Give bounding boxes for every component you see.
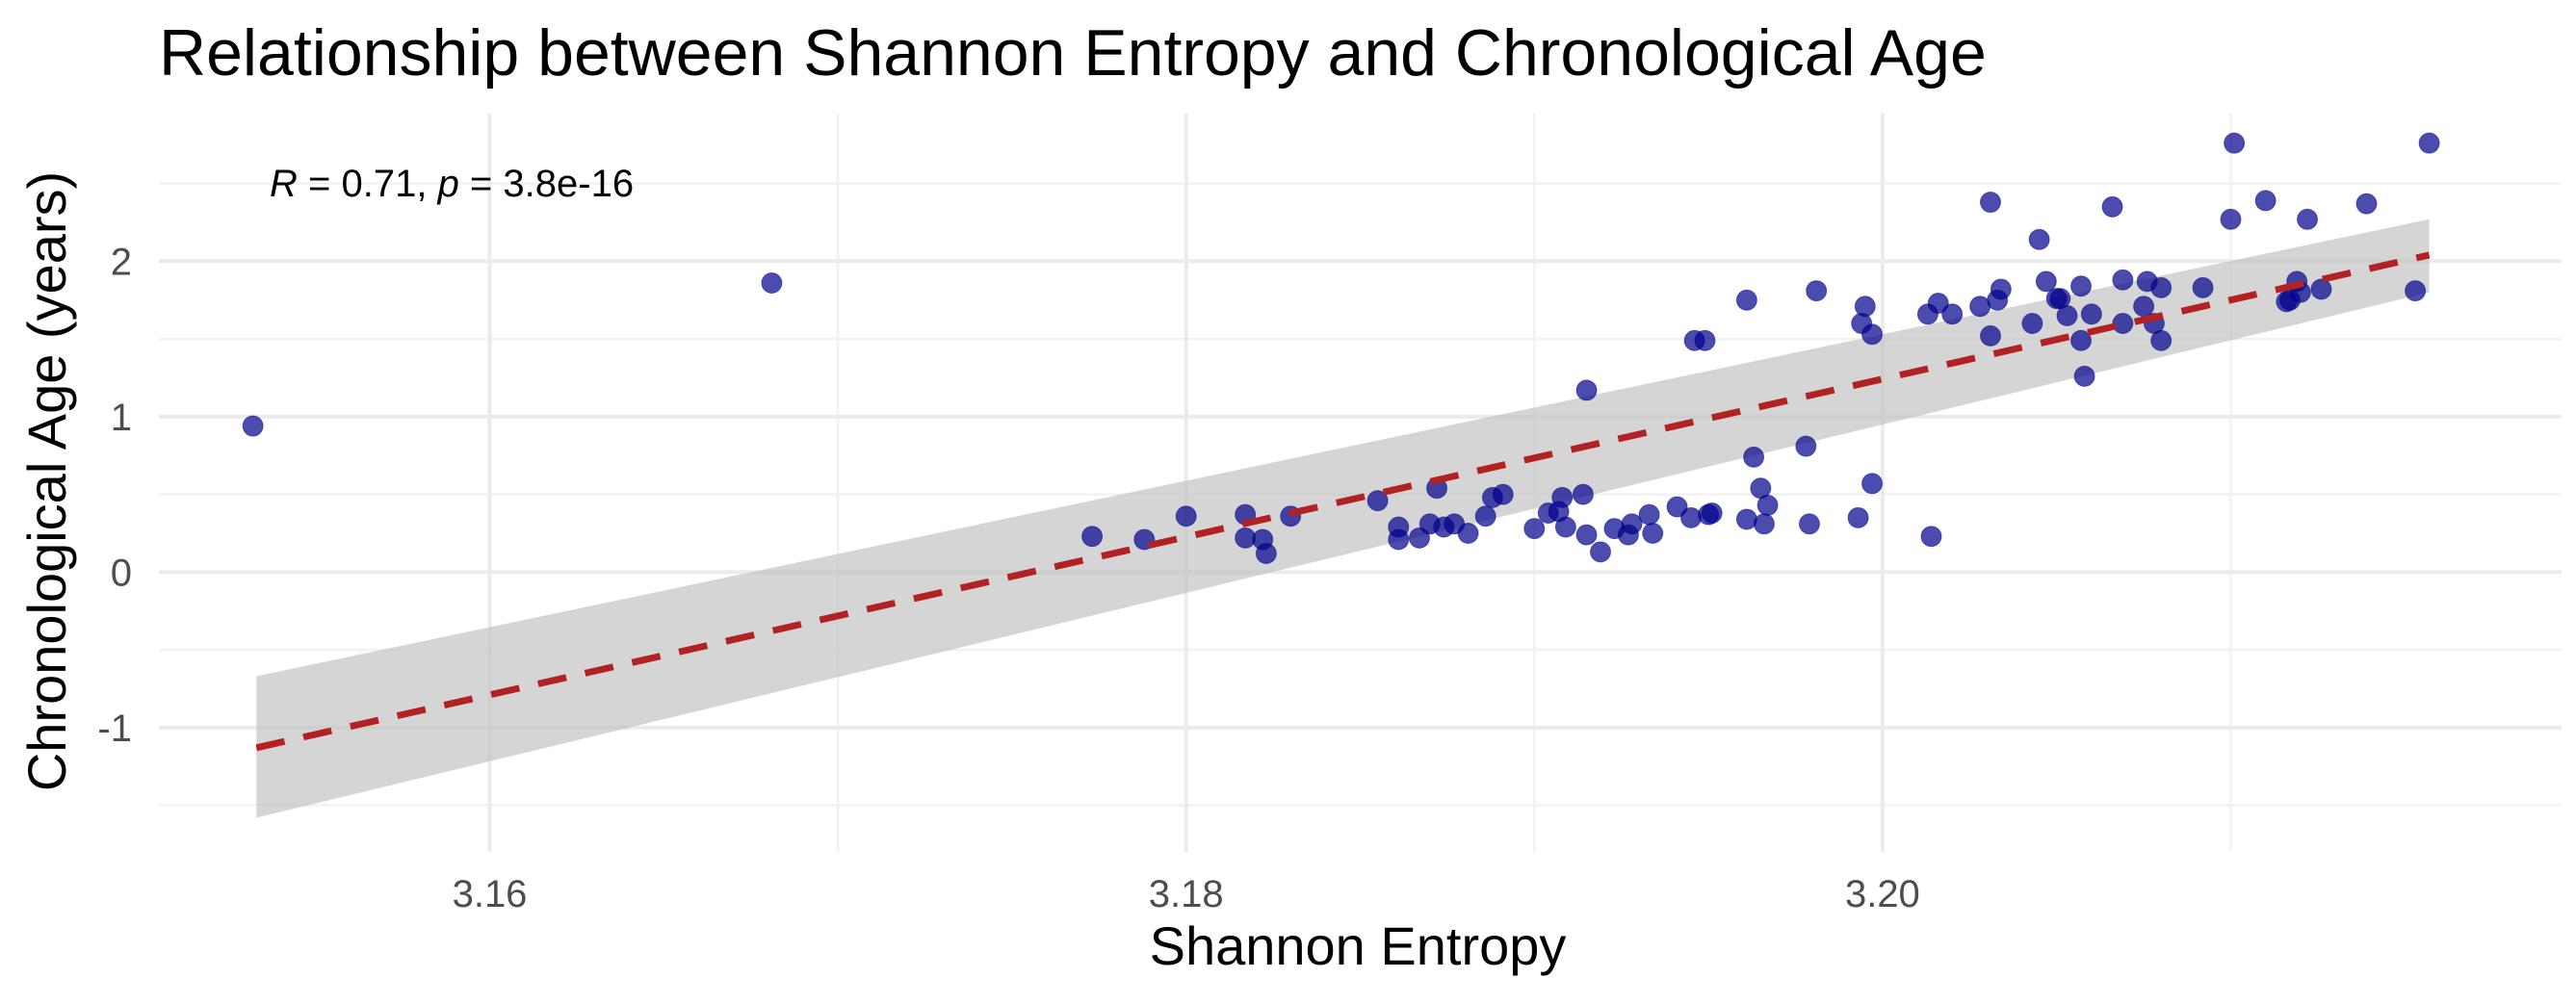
y-tick-label: -1: [97, 708, 132, 750]
data-point: [1990, 278, 2012, 300]
data-point: [2297, 208, 2319, 230]
confidence-band-layer: [256, 219, 2430, 818]
data-point: [1735, 508, 1757, 530]
data-point: [1927, 292, 1949, 314]
data-point: [1575, 379, 1598, 401]
data-point: [2101, 195, 2123, 218]
data-point: [1861, 473, 1884, 495]
data-point: [1621, 513, 1643, 535]
data-point: [1795, 435, 1817, 457]
data-point: [1979, 192, 2001, 214]
data-point: [1590, 541, 1611, 563]
data-point: [1474, 505, 1496, 528]
x-tick-label: 3.16: [453, 873, 528, 915]
tick-labels: 3.16 3.18 3.20 -1 0 1 2: [97, 241, 1919, 915]
data-point: [1798, 513, 1820, 535]
data-point: [1701, 502, 1723, 524]
data-point: [2073, 365, 2095, 387]
p-symbol: p: [437, 163, 459, 205]
trend-line-layer: [255, 251, 2431, 752]
data-point: [1920, 526, 1942, 548]
data-point: [1572, 483, 1594, 505]
r-value: = 0.71,: [298, 163, 438, 205]
r-symbol: R: [270, 163, 298, 205]
data-point: [1081, 526, 1104, 548]
data-point: [1523, 518, 1546, 540]
chart-title: Relationship between Shannon Entropy and…: [159, 16, 1987, 90]
data-point: [1756, 494, 1779, 516]
data-point: [2220, 208, 2242, 230]
y-tick-label: 1: [111, 397, 132, 439]
y-axis-title: Chronological Age (years): [16, 171, 77, 791]
data-point: [2112, 312, 2134, 334]
data-point: [1743, 446, 1765, 468]
data-point: [1735, 289, 1757, 311]
y-tick-label: 0: [111, 552, 132, 594]
regression-line: [255, 251, 2431, 752]
y-tick-label: 2: [111, 241, 132, 283]
data-point: [1554, 516, 1576, 538]
x-tick-label: 3.18: [1149, 873, 1224, 915]
data-point: [1847, 506, 1869, 528]
data-point: [2035, 270, 2057, 293]
data-point: [2405, 280, 2427, 302]
x-axis-title: Shannon Entropy: [1150, 915, 1567, 976]
data-point: [2224, 132, 2246, 154]
data-point: [1806, 280, 1828, 302]
data-point: [2310, 278, 2332, 300]
data-point: [1175, 505, 1197, 528]
data-point: [1366, 490, 1389, 512]
p-value: = 3.8e-16: [459, 163, 634, 205]
points-layer: [242, 132, 2440, 564]
data-point: [1551, 486, 1574, 508]
data-point: [2254, 190, 2277, 212]
data-point: [1388, 528, 1410, 551]
data-point: [1638, 503, 1660, 526]
data-point: [1492, 483, 1514, 505]
data-point: [2150, 276, 2173, 298]
data-point: [1642, 522, 1664, 544]
data-point: [242, 415, 264, 437]
data-point: [1666, 496, 1688, 518]
data-point: [1854, 296, 1876, 318]
data-point: [1680, 506, 1703, 528]
data-point: [2355, 193, 2378, 215]
data-point: [2028, 228, 2050, 250]
data-point: [1753, 513, 1775, 535]
data-point: [1575, 524, 1598, 546]
data-point: [2418, 132, 2440, 154]
x-tick-label: 3.20: [1845, 873, 1920, 915]
data-point: [761, 272, 783, 295]
data-point: [2150, 329, 2173, 351]
data-point: [2021, 312, 2043, 334]
data-point: [2056, 304, 2078, 326]
data-point: [1457, 522, 1479, 544]
confidence-band: [256, 219, 2430, 818]
data-point: [1979, 324, 2001, 347]
data-point: [1861, 323, 1884, 346]
correlation-annotation: R = 0.71, p = 3.8e-16: [270, 163, 634, 205]
data-point: [1255, 542, 1277, 564]
data-point: [1941, 303, 1964, 325]
data-point: [2070, 329, 2092, 351]
data-point: [2070, 275, 2092, 297]
data-point: [2192, 276, 2214, 298]
data-point: [2112, 269, 2134, 291]
data-point: [1694, 329, 1716, 351]
data-point: [2080, 303, 2102, 325]
